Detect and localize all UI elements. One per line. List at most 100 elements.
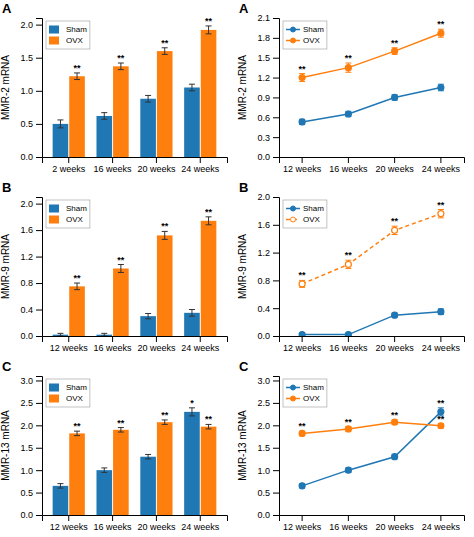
error-bar-cap [145, 313, 151, 314]
tick-mark [36, 515, 42, 516]
legend-box [46, 200, 90, 228]
error-bar-cap [189, 415, 195, 416]
error-bar [206, 424, 212, 428]
axis-line [280, 337, 465, 343]
error-bar-cap [101, 467, 107, 468]
tick-label: 0.4 [20, 305, 33, 315]
tick-label: 2.0 [257, 421, 270, 431]
error-bar [299, 280, 305, 287]
panel-label: A [2, 1, 12, 16]
error-bar-cap [118, 69, 124, 70]
legend-entry: OVX [49, 215, 84, 224]
line [302, 422, 441, 433]
y-tick: 0.4 [257, 304, 279, 314]
point [345, 65, 351, 71]
tick-mark [36, 470, 42, 471]
axis-line [36, 377, 43, 516]
legend-entry: Sham [49, 383, 87, 392]
tick-label: 1.6 [257, 220, 270, 230]
tick-label: 1.2 [20, 252, 33, 262]
bar [201, 221, 217, 336]
tick-mark [273, 78, 279, 79]
error-bar [101, 113, 107, 120]
axis-line [43, 337, 228, 343]
error-bar-stem [191, 310, 192, 317]
tick-label: 0.8 [20, 278, 33, 288]
tick-label: 24 weeks [181, 164, 220, 174]
tick-label: 2.5 [257, 398, 270, 408]
tick-mark [36, 257, 42, 258]
x-tick: 20 weeks [376, 157, 415, 174]
error-bar-cap [189, 309, 195, 310]
bar [140, 99, 156, 157]
error-bar [299, 74, 305, 82]
error-bar-stem [208, 26, 209, 34]
error-bar-cap [438, 217, 444, 218]
x-tick: 24 weeks [422, 515, 461, 532]
tick-mark [273, 380, 279, 381]
legend-label: OVX [66, 36, 84, 45]
error-bar-cap [345, 72, 351, 73]
error-bar-stem [60, 120, 61, 128]
legend-entry: Sham [286, 383, 324, 392]
tick-label: 1.0 [20, 86, 33, 96]
significance-label: ** [437, 200, 445, 210]
x-tick: 24 weeks [422, 157, 461, 174]
tick-label: 16 weeks [329, 522, 368, 532]
tick-mark [273, 58, 279, 59]
legend-marker [291, 385, 296, 390]
tick-label: 12 weeks [50, 343, 89, 353]
y-tick: 0.6 [257, 113, 279, 123]
axis-line [43, 516, 228, 522]
tick-label: 24 weeks [422, 164, 461, 174]
error-bar-cap [299, 81, 305, 82]
error-bar-cap [57, 119, 63, 120]
error-bar-stem [208, 424, 209, 428]
tick-label: 0.5 [20, 119, 33, 129]
tick-mark [36, 283, 42, 284]
legend: ShamOVX [283, 21, 327, 49]
significance-label: ** [117, 255, 125, 265]
point [345, 332, 351, 336]
tick-label: 1.6 [20, 225, 33, 235]
error-bar-cap [118, 272, 124, 273]
y-tick: 0.4 [20, 305, 42, 315]
y-tick: 0.0 [20, 510, 42, 520]
y-axis-title: MMR-9 mRNA [0, 234, 11, 299]
tick-mark [273, 515, 279, 516]
y-tick: 0.5 [257, 488, 279, 498]
tick-label: 1.2 [257, 248, 270, 258]
tick-label: 3.0 [20, 376, 33, 386]
tick-mark [273, 425, 279, 426]
tick-mark [156, 515, 157, 521]
legend: Sham OVX [46, 21, 90, 49]
legend-label: Sham [66, 25, 87, 34]
point [299, 75, 305, 81]
bar [53, 124, 69, 157]
bar [184, 88, 200, 158]
error-bar [392, 226, 398, 234]
error-bar-stem [164, 231, 165, 239]
bar [201, 427, 217, 515]
bar [113, 66, 129, 157]
significance-label: ** [391, 410, 399, 420]
x-tick: 20 weeks [376, 336, 415, 353]
error-bar [118, 265, 124, 273]
marks [53, 408, 217, 515]
error-bar-cap [206, 428, 212, 429]
tick-label: 1.8 [257, 33, 270, 43]
error-bar-stem [164, 420, 165, 424]
legend-label: Sham [303, 204, 324, 213]
x-tick: 12 weeks [50, 336, 89, 353]
series-bars [69, 420, 216, 515]
tick-mark [36, 448, 42, 449]
tick-label: 16 weeks [94, 164, 133, 174]
x-axis: 2 weeks16 weeks20 weeks24 weeks [43, 157, 228, 174]
tick-mark [36, 310, 42, 311]
tick-mark [302, 515, 303, 521]
bar [184, 412, 200, 515]
error-bar [101, 333, 107, 336]
tick-mark [36, 380, 42, 381]
significance-label: ** [391, 216, 399, 226]
x-tick: 24 weeks [181, 336, 220, 353]
